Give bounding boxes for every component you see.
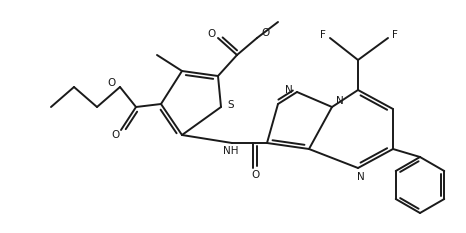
Text: O: O xyxy=(261,28,269,38)
Text: N: N xyxy=(285,85,293,95)
Text: N: N xyxy=(336,96,344,106)
Text: F: F xyxy=(392,30,398,40)
Text: S: S xyxy=(228,100,234,110)
Text: O: O xyxy=(208,29,216,39)
Text: N: N xyxy=(357,172,365,182)
Text: NH: NH xyxy=(223,146,239,156)
Text: O: O xyxy=(111,130,119,140)
Text: F: F xyxy=(320,30,326,40)
Text: O: O xyxy=(108,78,116,88)
Text: O: O xyxy=(251,170,259,180)
